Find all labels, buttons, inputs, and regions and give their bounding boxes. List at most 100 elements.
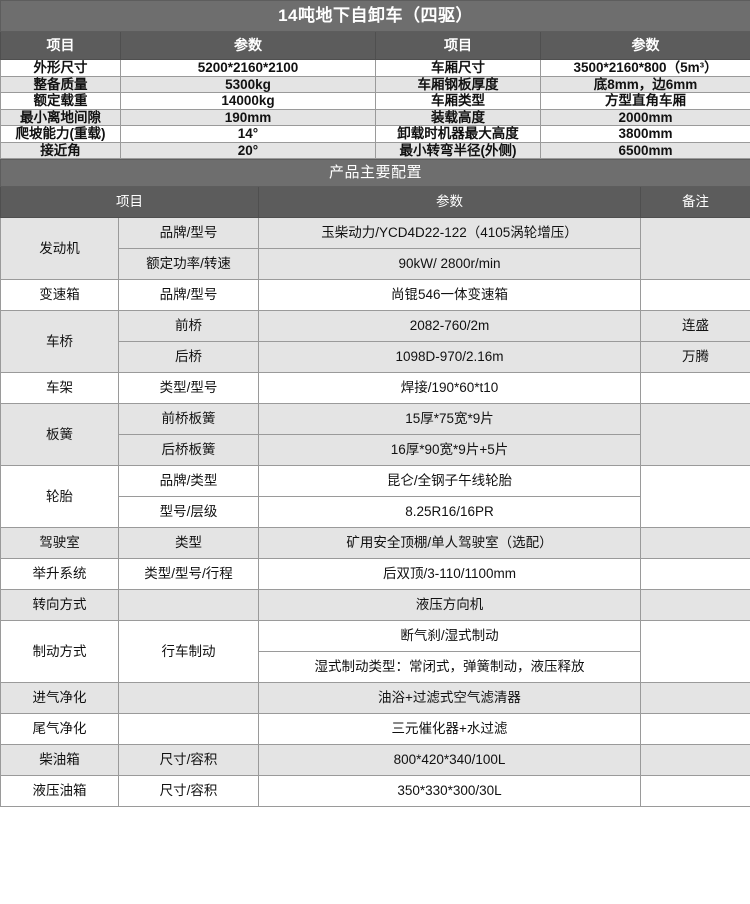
config-param: 2082-760/2m: [258, 310, 641, 343]
config-note: 连盛: [639, 310, 750, 343]
config-param: 后双顶/3-110/1100mm: [258, 558, 641, 591]
spec-item-label: 最小离地间隙: [0, 108, 121, 127]
config-sub-label: 前桥: [118, 310, 259, 343]
config-note: [639, 403, 750, 467]
config-param: 油浴+过滤式空气滤清器: [258, 682, 641, 715]
config-sub-label: 类型: [118, 527, 259, 560]
spec-item-value: 6500mm: [539, 141, 750, 160]
spec-item-value: 3800mm: [539, 125, 750, 143]
spec-sheet: 14吨地下自卸车（四驱） 项目 参数 项目 参数 外形尺寸 5200*2160*…: [0, 0, 750, 808]
config-note: [639, 620, 750, 684]
config-sub-label: 品牌/型号: [118, 279, 259, 312]
spec-item-label: 额定载重: [0, 92, 121, 110]
table-row: 额定载重 14000kg 车厢类型 方型直角车厢: [0, 92, 750, 110]
config-sub-label: [118, 713, 259, 746]
config-param: 焊接/190*60*t10: [258, 372, 641, 405]
spec-item-value: 14°: [120, 125, 376, 143]
config-param: 90kW/ 2800r/min: [258, 248, 641, 281]
config-group-label: 车桥: [0, 310, 119, 374]
config-param: 三元催化器+水过滤: [258, 713, 641, 746]
table-row: 额定功率/转速 90kW/ 2800r/min: [1, 248, 750, 281]
config-sub-label: 尺寸/容积: [118, 775, 259, 808]
config-sub-label: 后桥板簧: [118, 434, 259, 467]
config-sub-label: 型号/层级: [118, 496, 259, 529]
config-header-note: 备注: [639, 186, 750, 219]
config-sub-label: 尺寸/容积: [118, 744, 259, 777]
config-sub-label: 类型/型号/行程: [118, 558, 259, 591]
config-param: 350*330*300/30L: [258, 775, 641, 808]
config-group-label: 驾驶室: [0, 527, 119, 560]
configuration-table: 产品主要配置 项目 参数 备注 发动机 品牌/型号 玉柴动力/YCD4D22-1…: [0, 159, 750, 808]
config-param: 昆仑/全钢子午线轮胎: [258, 465, 641, 498]
config-note: [639, 682, 750, 715]
spec-item-label: 外形尺寸: [0, 59, 121, 77]
config-group-label: 变速箱: [0, 279, 119, 312]
config-note: [639, 713, 750, 746]
spec-item-value: 5300kg: [120, 75, 376, 94]
spec-header-row: 项目 参数 项目 参数: [0, 31, 750, 60]
config-param: 断气刹/湿式制动: [258, 620, 641, 653]
config-param: 8.25R16/16PR: [258, 496, 641, 529]
table-row: 柴油箱 尺寸/容积 800*420*340/100L: [0, 744, 750, 777]
config-note: [639, 527, 750, 560]
config-group-label: 轮胎: [0, 465, 119, 529]
spec-item-label: 最小转弯半径(外侧): [375, 141, 541, 160]
config-param: 液压方向机: [258, 589, 641, 622]
spec-item-value: 底8mm，边6mm: [539, 75, 750, 94]
table-row: 进气净化 油浴+过滤式空气滤清器: [0, 682, 750, 715]
table-row: 接近角 20° 最小转弯半径(外侧) 6500mm: [0, 141, 750, 160]
table-row: 型号/层级 8.25R16/16PR: [1, 496, 750, 529]
table-row: 轮胎 品牌/类型 昆仑/全钢子午线轮胎: [0, 465, 750, 529]
config-group-label: 举升系统: [0, 558, 119, 591]
config-param: 玉柴动力/YCD4D22-122（4105涡轮增压）: [258, 217, 641, 250]
config-note: [639, 558, 750, 591]
table-row: 后桥板簧 16厚*90宽*9片+5片: [1, 434, 750, 467]
spec-item-label: 卸载时机器最大高度: [375, 125, 541, 143]
table-row: 尾气净化 三元催化器+水过滤: [0, 713, 750, 746]
table-row: 最小离地间隙 190mm 装载高度 2000mm: [0, 108, 750, 127]
config-group-label: 转向方式: [0, 589, 119, 622]
table-row: 液压油箱 尺寸/容积 350*330*300/30L: [0, 775, 750, 808]
config-header-row: 项目 参数 备注: [0, 186, 750, 219]
spec-item-value: 14000kg: [120, 92, 376, 110]
config-param: 尚锟546一体变速箱: [258, 279, 641, 312]
table-row: 车架 类型/型号 焊接/190*60*t10: [0, 372, 750, 405]
config-note: [639, 372, 750, 405]
config-group-label: 制动方式: [0, 620, 119, 684]
section-title: 产品主要配置: [0, 159, 750, 188]
spec-item-label: 车厢尺寸: [375, 59, 541, 77]
spec-header-param-left: 参数: [120, 31, 376, 60]
config-sub-label: 额定功率/转速: [118, 248, 259, 281]
spec-header-param-right: 参数: [539, 31, 750, 60]
config-sub-label: 前桥板簧: [118, 403, 259, 436]
config-group-label: 板簧: [0, 403, 119, 467]
section-title-row: 产品主要配置: [0, 159, 750, 188]
table-row: 外形尺寸 5200*2160*2100 车厢尺寸 3500*2160*800（5…: [0, 59, 750, 77]
spec-item-value: 3500*2160*800（5m³）: [539, 59, 750, 77]
config-header-param: 参数: [258, 186, 641, 219]
spec-item-value: 190mm: [120, 108, 376, 127]
spec-item-value: 2000mm: [539, 108, 750, 127]
config-sub-label: 行车制动: [118, 620, 259, 684]
spec-item-label: 爬坡能力(重载): [0, 125, 121, 143]
table-row: 整备质量 5300kg 车厢钢板厚度 底8mm，边6mm: [0, 75, 750, 94]
config-note: [639, 775, 750, 808]
config-group-label: 进气净化: [0, 682, 119, 715]
spec-item-label: 整备质量: [0, 75, 121, 94]
document-title: 14吨地下自卸车（四驱）: [0, 0, 750, 32]
config-group-label: 车架: [0, 372, 119, 405]
config-param: 湿式制动类型：常闭式，弹簧制动，液压释放: [258, 651, 641, 684]
table-row: 车桥 前桥 2082-760/2m 连盛: [0, 310, 750, 374]
spec-item-label: 装载高度: [375, 108, 541, 127]
config-note: [639, 589, 750, 622]
config-group-label: 发动机: [0, 217, 119, 281]
specification-table: 14吨地下自卸车（四驱） 项目 参数 项目 参数 外形尺寸 5200*2160*…: [0, 0, 750, 160]
config-param: 800*420*340/100L: [258, 744, 641, 777]
table-row: 制动方式 行车制动 断气刹/湿式制动: [0, 620, 750, 684]
table-row: 变速箱 品牌/型号 尚锟546一体变速箱: [0, 279, 750, 312]
spec-header-item-right: 项目: [375, 31, 541, 60]
config-header-item: 项目: [0, 186, 259, 219]
table-row: 湿式制动类型：常闭式，弹簧制动，液压释放: [1, 651, 750, 684]
config-sub-label: [118, 589, 259, 622]
spec-item-value: 5200*2160*2100: [120, 59, 376, 77]
